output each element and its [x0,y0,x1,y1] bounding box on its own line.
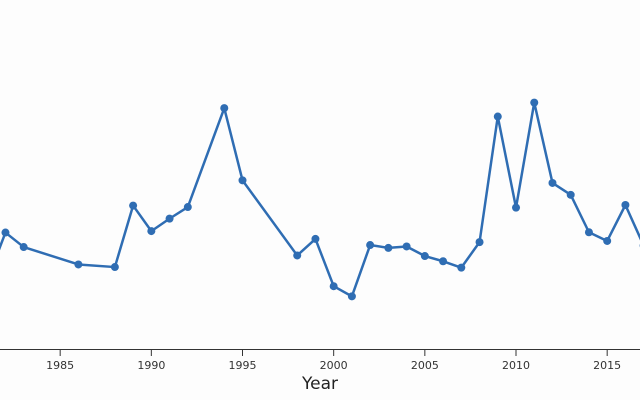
data-point-1986[interactable] [74,260,83,269]
data-point-2001[interactable] [347,292,356,301]
x-tick-label-1985: 1985 [46,359,74,372]
x-tick-label-2000: 2000 [320,359,348,372]
x-axis-ticks: 1985 1990 1995 2000 2005 2010 2015 [46,350,621,372]
data-point-2004[interactable] [402,242,411,251]
data-point-1992[interactable] [183,203,192,212]
data-point-1983[interactable] [19,243,28,252]
data-point-2010[interactable] [512,203,521,212]
data-point-2000[interactable] [329,282,338,291]
x-tick-label-2015: 2015 [593,359,621,372]
data-point-2006[interactable] [439,257,448,266]
data-point-1982[interactable] [1,228,10,237]
data-point-2015[interactable] [603,236,612,245]
data-point-2014[interactable] [584,228,593,237]
data-point-1989[interactable] [129,201,138,210]
data-point-2011[interactable] [530,98,539,107]
data-point-1999[interactable] [311,234,320,243]
x-tick-label-2010: 2010 [502,359,530,372]
data-point-2005[interactable] [420,252,429,261]
data-point-2002[interactable] [366,241,375,250]
data-point-2003[interactable] [384,243,393,252]
data-point-1995[interactable] [238,176,247,185]
data-point-1998[interactable] [293,251,302,260]
data-point-1994[interactable] [220,104,229,113]
data-point-1990[interactable] [147,227,156,236]
data-point-2016[interactable] [621,201,630,209]
x-axis-title: Year [301,374,338,394]
data-point-2007[interactable] [457,263,466,272]
data-point-2008[interactable] [475,238,484,247]
data-point-2013[interactable] [566,190,575,199]
data-point-1988[interactable] [110,263,119,272]
plot-area [0,98,640,301]
x-tick-label-2005: 2005 [411,359,439,372]
x-tick-label-1990: 1990 [137,359,165,372]
data-point-1991[interactable] [165,214,174,223]
x-tick-label-1995: 1995 [229,359,257,372]
data-point-2012[interactable] [548,178,557,187]
data-point-2009[interactable] [493,112,502,121]
series-line [0,101,640,298]
